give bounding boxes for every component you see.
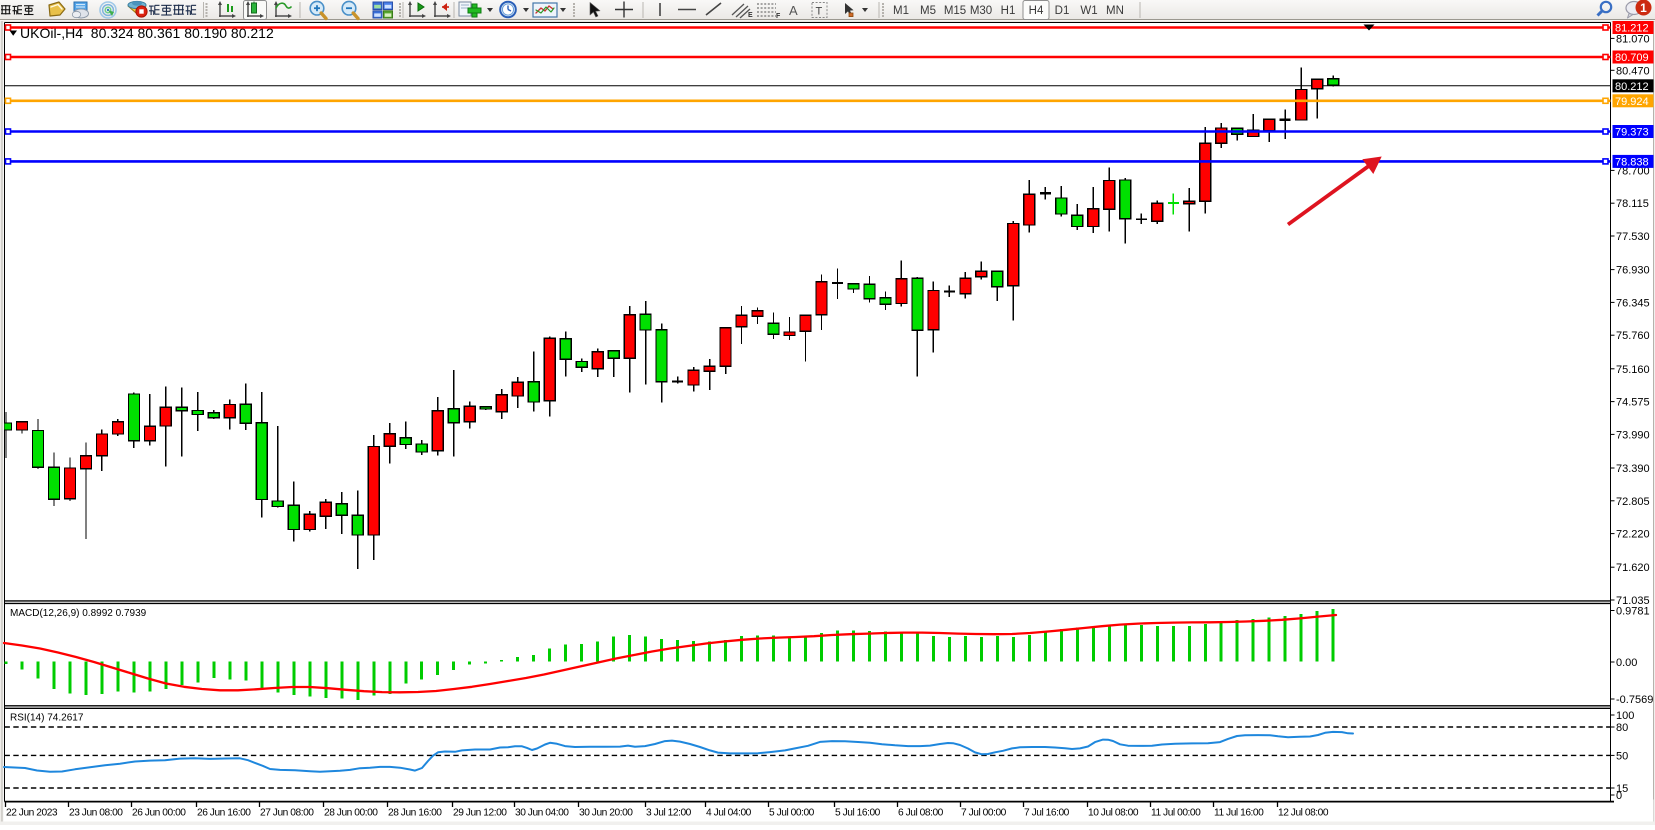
svg-text:72.805: 72.805 [1616, 496, 1650, 508]
svg-text:29 Jun 12:00: 29 Jun 12:00 [453, 808, 507, 819]
svg-text:80.709: 80.709 [1615, 52, 1649, 64]
svg-text:26 Jun 16:00: 26 Jun 16:00 [197, 808, 251, 819]
svg-text:4 Jul 04:00: 4 Jul 04:00 [706, 808, 752, 819]
svg-text:75.760: 75.760 [1616, 330, 1650, 342]
svg-text:10 Jul 08:00: 10 Jul 08:00 [1088, 808, 1139, 819]
svg-text:78.115: 78.115 [1616, 198, 1649, 210]
svg-text:M1: M1 [893, 5, 909, 17]
svg-text:6 Jul 08:00: 6 Jul 08:00 [898, 808, 944, 819]
svg-text:M5: M5 [920, 5, 936, 17]
svg-text:E: E [748, 12, 753, 19]
svg-text:75.160: 75.160 [1616, 364, 1650, 376]
svg-text:76.930: 76.930 [1616, 265, 1650, 277]
svg-text:71.035: 71.035 [1616, 595, 1650, 607]
svg-text:12 Jul 08:00: 12 Jul 08:00 [1278, 808, 1329, 819]
svg-text:81.070: 81.070 [1616, 33, 1650, 45]
svg-text:78.700: 78.700 [1616, 165, 1650, 177]
svg-text:30 Jun 04:00: 30 Jun 04:00 [515, 808, 569, 819]
svg-text:MACD(12,26,9) 0.8992 0.7939: MACD(12,26,9) 0.8992 0.7939 [10, 608, 147, 619]
svg-text:28 Jun 00:00: 28 Jun 00:00 [324, 808, 378, 819]
svg-text:30 Jun 20:00: 30 Jun 20:00 [579, 808, 633, 819]
svg-text:F: F [776, 13, 781, 20]
svg-text:M30: M30 [970, 5, 992, 17]
svg-text:T: T [816, 6, 823, 18]
svg-text:0.9781: 0.9781 [1616, 606, 1650, 618]
svg-text:76.345: 76.345 [1616, 297, 1650, 309]
svg-text:73.990: 73.990 [1616, 429, 1650, 441]
svg-text:-0.7569: -0.7569 [1616, 694, 1653, 706]
svg-text:W1: W1 [1080, 5, 1097, 17]
svg-text:100: 100 [1616, 710, 1634, 722]
svg-text:UKOil-,H4 80.324 80.361 80.19: UKOil-,H4 80.324 80.361 80.190 80.212 [20, 25, 274, 41]
svg-text:81.212: 81.212 [1615, 23, 1649, 35]
svg-text:H4: H4 [1029, 5, 1044, 17]
svg-text:26 Jun 00:00: 26 Jun 00:00 [132, 808, 186, 819]
svg-text:H1: H1 [1001, 5, 1016, 17]
svg-text:22 Jun 2023: 22 Jun 2023 [6, 808, 58, 819]
svg-text:78.838: 78.838 [1615, 156, 1649, 168]
svg-text:11 Jul 00:00: 11 Jul 00:00 [1151, 808, 1201, 819]
svg-text:80.470: 80.470 [1616, 65, 1650, 77]
svg-text:74.575: 74.575 [1616, 397, 1650, 409]
svg-text:5 Jul 16:00: 5 Jul 16:00 [835, 808, 881, 819]
svg-text:71.620: 71.620 [1616, 562, 1650, 574]
svg-text:5 Jul 00:00: 5 Jul 00:00 [769, 808, 815, 819]
svg-text:M15: M15 [944, 5, 966, 17]
svg-text:7 Jul 00:00: 7 Jul 00:00 [961, 808, 1007, 819]
svg-text:77.530: 77.530 [1616, 231, 1650, 243]
svg-text:72.220: 72.220 [1616, 529, 1650, 541]
svg-text:80: 80 [1616, 722, 1628, 734]
svg-text:28 Jun 16:00: 28 Jun 16:00 [388, 808, 442, 819]
svg-text:A: A [789, 3, 798, 18]
svg-text:80.212: 80.212 [1615, 81, 1649, 93]
svg-text:MN: MN [1106, 5, 1124, 17]
svg-text:15: 15 [1616, 783, 1628, 795]
svg-text:23 Jun 08:00: 23 Jun 08:00 [69, 808, 123, 819]
svg-text:73.390: 73.390 [1616, 463, 1650, 475]
svg-text:1: 1 [1640, 1, 1647, 15]
svg-text:11 Jul 16:00: 11 Jul 16:00 [1214, 808, 1264, 819]
svg-text:27 Jun 08:00: 27 Jun 08:00 [260, 808, 314, 819]
svg-text:0.00: 0.00 [1616, 657, 1637, 669]
svg-text:50: 50 [1616, 750, 1628, 762]
svg-text:D1: D1 [1055, 5, 1070, 17]
svg-text:3 Jul 12:00: 3 Jul 12:00 [646, 808, 692, 819]
svg-text:79.373: 79.373 [1615, 127, 1649, 139]
svg-text:7 Jul 16:00: 7 Jul 16:00 [1024, 808, 1070, 819]
svg-text:79.924: 79.924 [1615, 96, 1649, 108]
svg-text:0: 0 [1616, 790, 1622, 802]
svg-text:RSI(14) 74.2617: RSI(14) 74.2617 [10, 713, 84, 724]
